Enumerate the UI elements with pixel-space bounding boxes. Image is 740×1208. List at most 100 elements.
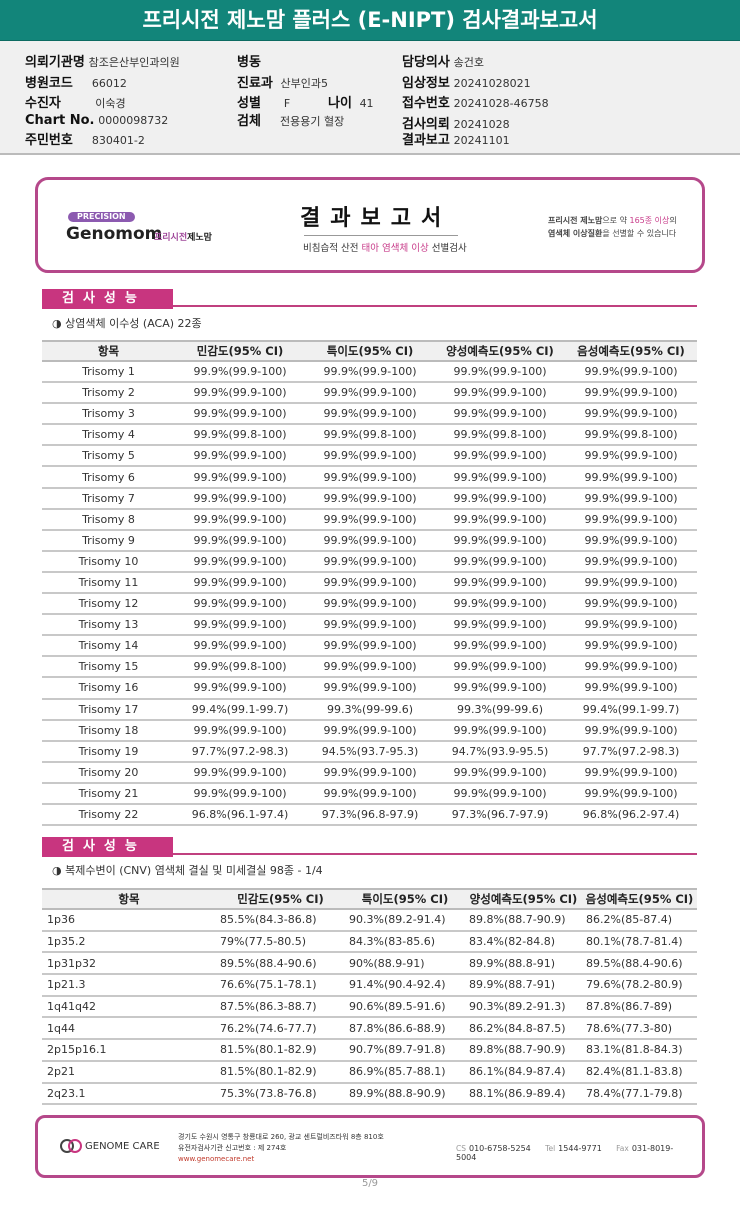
value: 830401-2 bbox=[91, 134, 145, 147]
label: 담당의사 bbox=[402, 55, 450, 70]
col-npv: 음성예측도(95% CI) bbox=[582, 888, 697, 910]
report-header-box: PRECISION Genomom 프리시전제노맘 결과보고서 비침습적 산전 … bbox=[35, 177, 705, 273]
cell-npv: 99.9%(99.9-100) bbox=[565, 656, 697, 679]
cell-specificity: 91.4%(90.4-92.4) bbox=[345, 974, 465, 997]
table-row: Trisomy 11 99.9%(99.9-100) 99.9%(99.9-100)… bbox=[42, 571, 697, 595]
cell-item: 2p21 bbox=[42, 1060, 216, 1084]
cell-sensitivity: 99.9%(99.9-100) bbox=[175, 593, 305, 616]
cell-ppv: 99.9%(99.9-100) bbox=[435, 677, 565, 700]
field-sex: 성별 F bbox=[237, 92, 290, 111]
value: 전용용기 혈장 bbox=[280, 115, 345, 128]
cell-specificity: 99.9%(99.9-100) bbox=[305, 487, 435, 510]
cell-item: Trisomy 12 bbox=[42, 593, 175, 616]
cell-npv: 82.4%(81.1-83.8) bbox=[582, 1060, 697, 1084]
cell-specificity: 99.9%(99.9-100) bbox=[305, 571, 435, 595]
cell-sensitivity: 81.5%(80.1-82.9) bbox=[216, 1060, 345, 1084]
cell-specificity: 99.9%(99.9-100) bbox=[305, 593, 435, 616]
cell-ppv: 86.1%(84.9-87.4) bbox=[465, 1060, 582, 1084]
cell-ppv: 88.1%(86.9-89.4) bbox=[465, 1082, 582, 1106]
table-row: Trisomy 15 99.9%(99.8-100) 99.9%(99.9-100)… bbox=[42, 656, 697, 679]
cell-specificity: 99.9%(99.9-100) bbox=[305, 466, 435, 489]
website-link[interactable]: www.genomecare.net bbox=[178, 1155, 255, 1163]
cell-specificity: 99.9%(99.9-100) bbox=[305, 550, 435, 573]
table-row: Trisomy 1 99.9%(99.9-100) 99.9%(99.9-100) 9… bbox=[42, 361, 697, 384]
cell-npv: 99.9%(99.9-100) bbox=[565, 550, 697, 573]
aca-performance-table: 항목 민감도(95% CI) 특이도(95% CI) 양성예측도(95% CI)… bbox=[42, 340, 697, 827]
field-request: 검사의뢰 20241028 bbox=[402, 113, 510, 132]
cell-item: Trisomy 16 bbox=[42, 677, 175, 700]
cell-ppv: 99.9%(99.9-100) bbox=[435, 614, 565, 637]
cell-sensitivity: 87.5%(86.3-88.7) bbox=[216, 995, 345, 1019]
cell-specificity: 97.3%(96.8-97.9) bbox=[305, 803, 435, 827]
cell-npv: 99.9%(99.9-100) bbox=[565, 635, 697, 658]
cell-npv: 79.6%(78.2-80.9) bbox=[582, 974, 697, 997]
value: 20241028021 bbox=[453, 77, 531, 90]
cell-item: Trisomy 4 bbox=[42, 424, 175, 447]
section-subtitle-1: ◑ 상염색체 이수성 (ACA) 22종 bbox=[52, 317, 202, 330]
cell-sensitivity: 99.9%(99.9-100) bbox=[175, 550, 305, 573]
value: 참조은산부인과의원 bbox=[88, 56, 180, 69]
label: 나이 bbox=[328, 96, 352, 111]
table-row: 1p21.3 76.6%(75.1-78.1) 91.4%(90.4-92.4) 89… bbox=[42, 974, 697, 997]
cell-npv: 99.9%(99.9-100) bbox=[565, 466, 697, 489]
cell-npv: 99.9%(99.9-100) bbox=[565, 403, 697, 426]
cell-item: Trisomy 15 bbox=[42, 656, 175, 679]
cell-specificity: 99.9%(99.9-100) bbox=[305, 445, 435, 468]
cell-specificity: 99.9%(99.9-100) bbox=[305, 782, 435, 805]
cell-specificity: 90%(88.9-91) bbox=[345, 952, 465, 976]
page-number: 5/9 bbox=[361, 1178, 379, 1189]
label: 검체 bbox=[237, 114, 261, 129]
cell-npv: 99.9%(99.9-100) bbox=[565, 719, 697, 742]
col-sensitivity: 민감도(95% CI) bbox=[175, 340, 305, 362]
label: 성별 bbox=[237, 96, 261, 111]
cell-item: Trisomy 20 bbox=[42, 761, 175, 784]
cell-item: Trisomy 10 bbox=[42, 550, 175, 573]
cell-sensitivity: 99.4%(99.1-99.7) bbox=[175, 698, 305, 721]
cell-npv: 87.8%(86.7-89) bbox=[582, 995, 697, 1019]
table-row: Trisomy 16 99.9%(99.9-100) 99.9%(99.9-100)… bbox=[42, 677, 697, 700]
table-header-row: 항목 민감도(95% CI) 특이도(95% CI) 양성예측도(95% CI)… bbox=[42, 888, 697, 910]
cell-item: Trisomy 5 bbox=[42, 445, 175, 468]
cell-ppv: 99.9%(99.9-100) bbox=[435, 487, 565, 510]
license: 유전자검사기관 신고번호 : 제 274호 bbox=[178, 1144, 287, 1152]
cell-item: Trisomy 1 bbox=[42, 361, 175, 384]
cell-ppv: 89.9%(88.8-91) bbox=[465, 952, 582, 976]
footer-contact: CS 010-6758-5254 Tel 1544-9771 Fax 031-8019… bbox=[456, 1144, 702, 1162]
cell-item: Trisomy 21 bbox=[42, 782, 175, 805]
cell-specificity: 99.9%(99.9-100) bbox=[305, 656, 435, 679]
cell-specificity: 99.9%(99.9-100) bbox=[305, 761, 435, 784]
cell-npv: 99.9%(99.9-100) bbox=[565, 782, 697, 805]
cell-npv: 99.9%(99.9-100) bbox=[565, 529, 697, 552]
table-row: 2p15p16.1 81.5%(80.1-82.9) 90.7%(89.7-91.8… bbox=[42, 1039, 697, 1062]
cell-ppv: 99.3%(99-99.6) bbox=[435, 698, 565, 721]
cell-specificity: 89.9%(88.8-90.9) bbox=[345, 1082, 465, 1106]
cell-ppv: 86.2%(84.8-87.5) bbox=[465, 1017, 582, 1041]
promo-bold: 프리시전 제노맘 bbox=[548, 216, 603, 225]
cell-specificity: 99.9%(99.9-100) bbox=[305, 361, 435, 384]
cell-item: Trisomy 2 bbox=[42, 382, 175, 405]
col-ppv: 양성예측도(95% CI) bbox=[465, 888, 582, 910]
value: 41 bbox=[359, 97, 374, 110]
cell-item: Trisomy 14 bbox=[42, 635, 175, 658]
label: 의뢰기관명 bbox=[25, 55, 85, 70]
value: 66012 bbox=[91, 77, 127, 90]
promo-text-2: 의 bbox=[669, 216, 677, 225]
cell-item: Trisomy 11 bbox=[42, 571, 175, 595]
cell-ppv: 99.9%(99.9-100) bbox=[435, 550, 565, 573]
subtitle-post: 선별검사 bbox=[431, 243, 467, 254]
cell-ppv: 99.9%(99.9-100) bbox=[435, 466, 565, 489]
table-row: Trisomy 22 96.8%(96.1-97.4) 97.3%(96.8-97.… bbox=[42, 803, 697, 827]
cell-npv: 99.9%(99.9-100) bbox=[565, 677, 697, 700]
cell-specificity: 99.9%(99.9-100) bbox=[305, 677, 435, 700]
cell-specificity: 84.3%(83-85.6) bbox=[345, 930, 465, 954]
cell-item: 1q44 bbox=[42, 1017, 216, 1041]
table-row: 1p31p32 89.5%(88.4-90.6) 90%(88.9-91) 89.9%… bbox=[42, 952, 697, 976]
table-row: Trisomy 3 99.9%(99.9-100) 99.9%(99.9-100) 9… bbox=[42, 403, 697, 426]
cell-item: Trisomy 13 bbox=[42, 614, 175, 637]
value: 산부인과5 bbox=[280, 77, 329, 90]
cell-npv: 83.1%(81.8-84.3) bbox=[582, 1039, 697, 1062]
table-row: Trisomy 10 99.9%(99.9-100) 99.9%(99.9-100)… bbox=[42, 550, 697, 573]
cell-sensitivity: 79%(77.5-80.5) bbox=[216, 930, 345, 954]
cell-sensitivity: 99.9%(99.8-100) bbox=[175, 424, 305, 447]
report-title: 프리시전 제노맘 플러스 (E-NIPT) 검사결과보고서 bbox=[0, 0, 740, 41]
